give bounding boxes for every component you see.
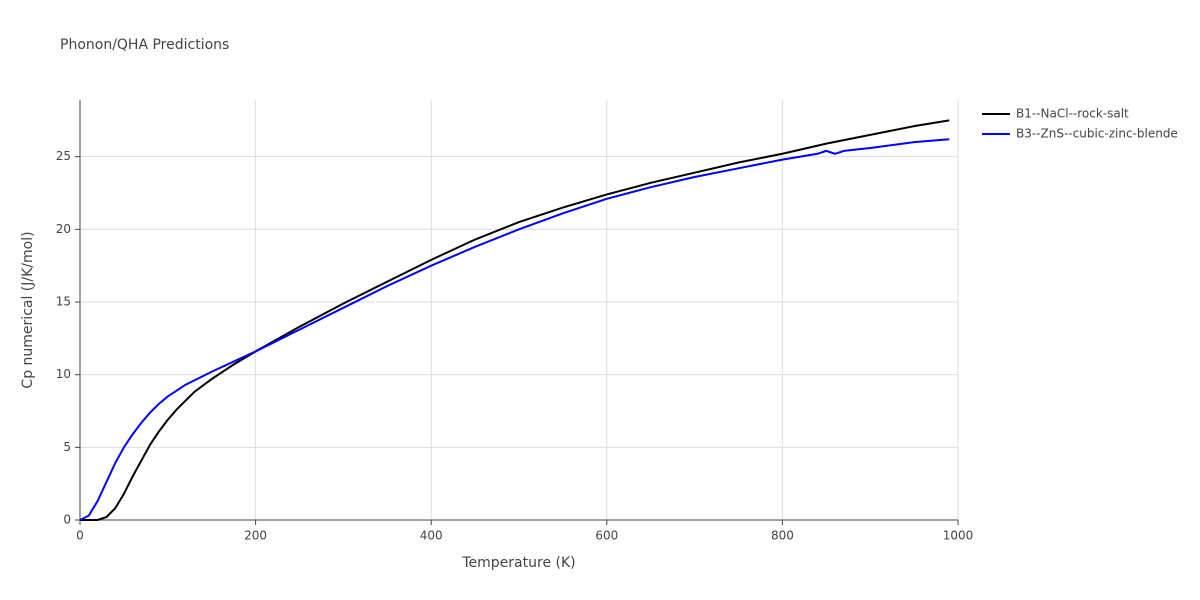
x-tick-label: 400	[420, 529, 443, 543]
y-tick-label: 20	[56, 222, 71, 236]
x-tick-label: 200	[244, 529, 267, 543]
y-tick-label: 25	[56, 149, 71, 163]
chart-title: Phonon/QHA Predictions	[60, 37, 229, 53]
y-tick-label: 15	[56, 295, 71, 309]
y-axis-title: Cp numerical (J/K/mol)	[20, 231, 36, 388]
legend-label: B1--NaCl--rock-salt	[1016, 107, 1129, 121]
x-tick-label: 0	[76, 529, 84, 543]
x-tick-label: 1000	[943, 529, 974, 543]
y-tick-label: 5	[63, 440, 71, 454]
line	[79, 138, 950, 521]
y-tick-label: 0	[63, 513, 71, 527]
x-tick-label: 600	[595, 529, 618, 543]
x-tick-label: 800	[771, 529, 794, 543]
line	[80, 119, 950, 521]
x-axis-title: Temperature (K)	[461, 555, 575, 571]
legend-label: B3--ZnS--cubic-zinc-blende	[1016, 127, 1178, 141]
y-tick-label: 10	[56, 367, 71, 381]
